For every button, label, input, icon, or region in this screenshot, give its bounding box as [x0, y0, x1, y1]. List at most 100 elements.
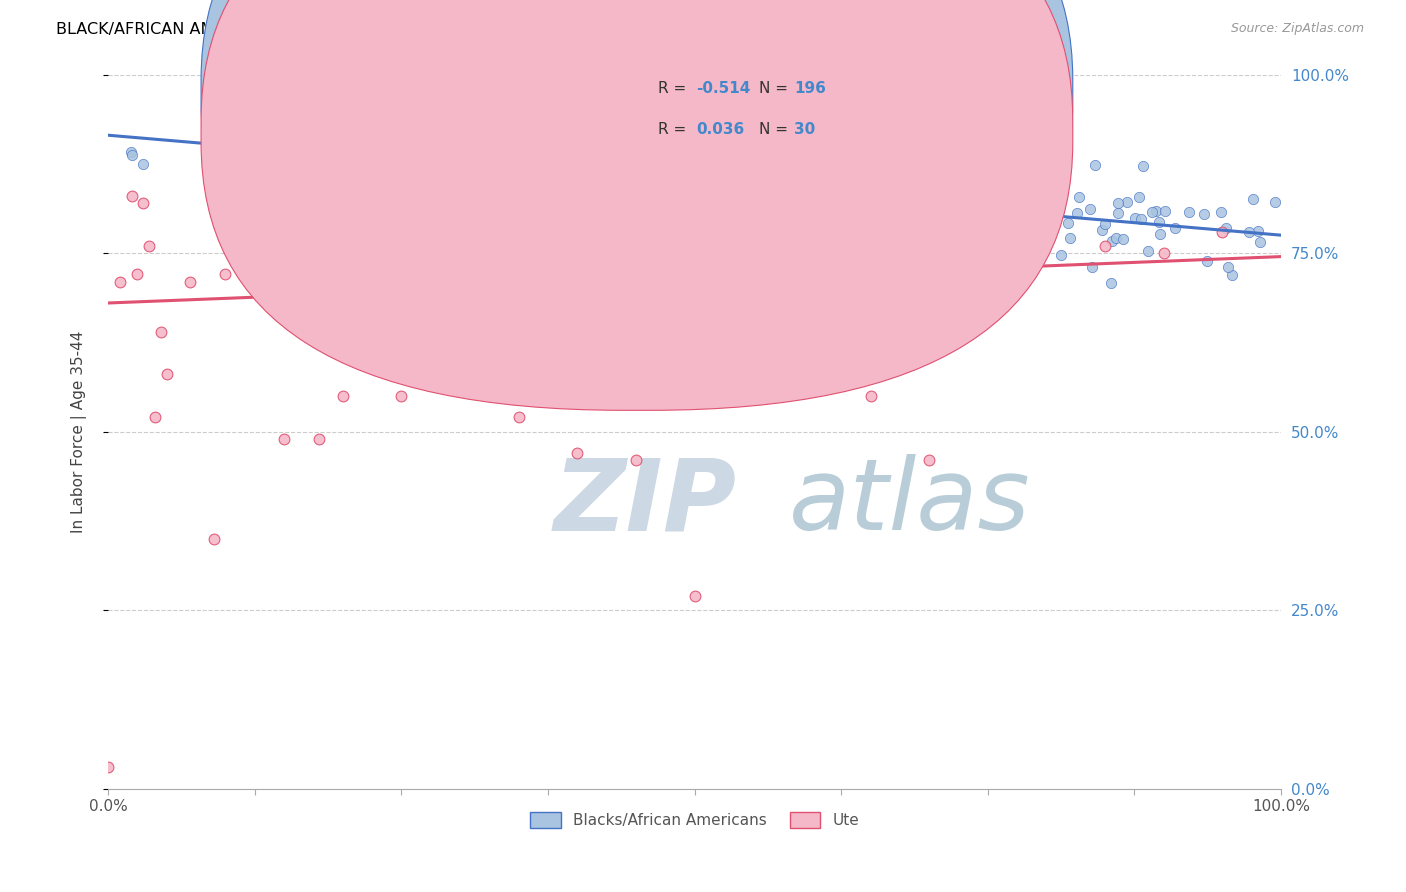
- Point: [883, 193, 905, 207]
- Point: [352, 122, 374, 136]
- Point: [939, 151, 962, 165]
- Point: [1081, 260, 1104, 275]
- Point: [499, 151, 522, 165]
- Point: [470, 129, 492, 144]
- Point: [1105, 230, 1128, 244]
- Point: [963, 192, 986, 206]
- Point: [1241, 192, 1264, 206]
- Point: [889, 227, 911, 241]
- Text: ZIP: ZIP: [554, 454, 737, 551]
- Point: [963, 218, 986, 232]
- Point: [1149, 227, 1171, 241]
- Point: [984, 224, 1007, 238]
- Point: [488, 173, 510, 187]
- Point: [380, 119, 402, 133]
- Point: [744, 205, 766, 219]
- Point: [808, 231, 831, 245]
- Point: [984, 188, 1007, 202]
- Point: [121, 148, 143, 162]
- Point: [887, 173, 910, 187]
- Point: [948, 190, 970, 204]
- Point: [841, 221, 863, 235]
- Point: [1111, 232, 1133, 246]
- Point: [786, 157, 808, 171]
- Point: [800, 225, 823, 239]
- Point: [589, 206, 612, 220]
- Point: [508, 410, 530, 425]
- Point: [901, 230, 924, 244]
- Point: [863, 167, 886, 181]
- Point: [1024, 194, 1046, 208]
- Point: [650, 145, 672, 160]
- Point: [200, 159, 222, 173]
- Point: [399, 213, 422, 227]
- Point: [1116, 195, 1139, 210]
- Point: [780, 200, 803, 214]
- Point: [304, 107, 326, 121]
- Point: [214, 268, 236, 282]
- Point: [1107, 196, 1129, 211]
- Point: [179, 275, 201, 289]
- Point: [567, 175, 589, 189]
- Point: [1038, 185, 1060, 199]
- Point: [512, 160, 534, 174]
- Point: [896, 172, 918, 186]
- Point: [692, 216, 714, 230]
- Point: [918, 453, 941, 467]
- Text: -0.514: -0.514: [696, 81, 751, 95]
- Point: [389, 164, 412, 178]
- Point: [575, 145, 598, 160]
- Point: [202, 532, 225, 546]
- Point: [823, 199, 845, 213]
- Point: [685, 184, 707, 198]
- Point: [1247, 224, 1270, 238]
- Point: [741, 200, 763, 214]
- Text: 30: 30: [794, 122, 815, 136]
- Point: [478, 153, 501, 168]
- Point: [848, 233, 870, 247]
- Point: [734, 161, 756, 175]
- Point: [695, 167, 717, 181]
- Point: [132, 196, 155, 211]
- Point: [1107, 206, 1129, 220]
- Point: [860, 173, 883, 187]
- Point: [550, 158, 572, 172]
- Point: [108, 275, 131, 289]
- Point: [797, 211, 820, 226]
- Point: [576, 186, 599, 201]
- Point: [751, 181, 773, 195]
- Point: [844, 152, 866, 166]
- Point: [505, 154, 527, 169]
- Point: [703, 177, 725, 191]
- Point: [907, 207, 929, 221]
- Point: [886, 181, 908, 195]
- Point: [763, 171, 786, 186]
- Point: [433, 201, 456, 215]
- Point: [849, 231, 872, 245]
- Point: [1094, 239, 1116, 253]
- Point: [278, 169, 301, 184]
- Point: [866, 175, 889, 189]
- Point: [1216, 260, 1239, 274]
- Point: [453, 201, 475, 215]
- Point: [127, 268, 149, 282]
- Point: [450, 199, 472, 213]
- Point: [389, 389, 412, 403]
- Point: [997, 218, 1019, 232]
- Point: [1045, 209, 1067, 223]
- Point: [156, 368, 179, 382]
- Point: [811, 169, 834, 183]
- Point: [586, 145, 609, 159]
- Point: [1177, 205, 1199, 219]
- Point: [513, 153, 536, 168]
- Point: [273, 432, 295, 446]
- Text: 0.036: 0.036: [696, 122, 744, 136]
- Point: [688, 194, 710, 208]
- Point: [464, 197, 486, 211]
- Point: [1038, 184, 1060, 198]
- Point: [1192, 207, 1215, 221]
- Point: [1144, 204, 1167, 219]
- Point: [894, 178, 917, 193]
- Point: [440, 124, 463, 138]
- Text: R =: R =: [658, 81, 692, 95]
